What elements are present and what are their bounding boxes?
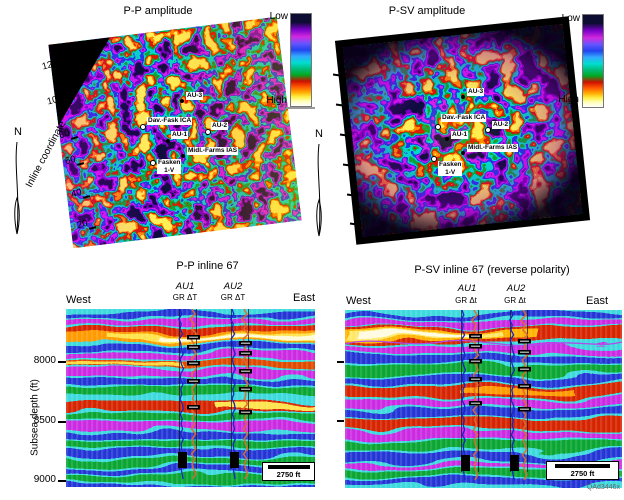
pp-au1-bottom-marker [178,452,187,468]
well-label-au3: AU-3 [186,92,204,100]
psv-edge-tickmark [349,222,358,225]
psv-colorbar-high-label: High [558,94,579,105]
well-label-fasken-line2: 1-V [164,166,175,174]
well-marker-au1 [445,137,449,141]
pp-au1-log-header: GR ΔT [172,293,198,302]
well-label-midlfarms: Midl.-Farms IAS [467,144,519,152]
psv-au2-header: AU2 [506,283,526,294]
psv-amplitude-map [334,16,591,245]
pp-scalebar-label: 2750 ft [276,469,301,479]
pp-au2-well-track [230,309,252,480]
pp-east-label: East [292,292,315,304]
well-label-fasken-line2: 1-V [445,168,456,176]
pp-scalebar: 2750 ft [262,462,315,481]
psv-west-label: West [346,295,371,307]
well-marker-au3 [461,95,465,99]
pp-section-title: P-P inline 67 [176,260,239,272]
psv-north-label: N [315,128,323,140]
pp-au2-header: AU2 [223,281,243,292]
well-marker-au1 [166,139,170,143]
well-marker-au2 [205,129,211,135]
well-label-fasken-line1: Fasken [439,161,462,168]
psv-colorbar [582,14,604,108]
pp-depth-tickmark [58,480,66,482]
psv-section-title: P-SV inline 67 (reverse polarity) [414,264,570,276]
pp-colorbar [290,13,312,107]
pp-au2-log-header: GR ΔT [220,293,246,302]
pp-au1-header: AU1 [175,281,195,292]
pp-colorbar-high-label: High [266,95,287,106]
well-label-au1: AU-1 [451,131,469,139]
psv-colorbar-low-label: Low [561,13,580,24]
pp-depth-tick: 9000 [33,474,56,485]
psv-edge-tickmark [342,163,351,166]
well-marker-midlfarms [181,154,185,158]
well-marker-au3 [180,99,184,103]
pp-depth-tickmark [58,361,66,363]
pp-depth-tick: 8500 [33,415,56,426]
psv-depth-tickmark [337,420,344,422]
psv-au1-bottom-marker [461,455,470,471]
figure-credit: QAd3446x [586,484,620,491]
pp-north-arrow-icon [14,141,20,235]
well-label-davfask: Dav.-Fask ICA [441,114,487,122]
psv-map-title: P-SV amplitude [388,5,466,17]
psv-au2-log-header: GR Δt [504,296,526,305]
psv-north-arrow-icon [316,143,322,237]
well-label-au1: AU-1 [171,131,189,139]
pp-seismic-section [66,309,315,487]
pp-scalebar-rule [267,465,310,469]
well-marker-au2 [485,127,491,133]
psv-au2-well-track [509,310,531,481]
pp-west-label: West [66,294,91,306]
well-marker-midlfarms [461,151,465,155]
well-marker-davfask [140,124,146,130]
psv-map-data-area [342,23,583,238]
psv-scalebar-label: 2750 ft [570,468,595,478]
psv-seismic-section [345,310,622,488]
well-marker-davfask [435,124,441,130]
psv-au1-well-track [460,310,482,481]
well-label-fasken-line1: Fasken [158,159,181,166]
pp-map-title: P-P amplitude [123,5,193,17]
psv-au1-log-header: GR Δt [455,296,477,305]
psv-scalebar-rule [555,464,610,468]
psv-depth-tickmark [337,361,344,363]
pp-depth-tick: 8000 [33,355,56,366]
pp-colorbar-low-label: Low [269,11,288,22]
psv-au1-header: AU1 [457,283,477,294]
psv-au2-bottom-marker [510,455,519,471]
pp-north-label: N [14,126,22,138]
psv-edge-tickmark [339,133,348,136]
pp-au2-bottom-marker [230,452,239,468]
well-label-au3: AU-3 [467,88,485,96]
psv-scalebar: 2750 ft [546,461,619,480]
psv-east-label: East [585,295,608,307]
well-label-davfask: Dav.-Fask ICA [147,117,193,125]
psv-edge-tickmark [332,73,341,76]
well-label-au2: AU-2 [211,122,229,130]
well-label-midlfarms: Midl.-Farms IAS [187,147,239,155]
psv-horizon-line [345,339,622,347]
pp-au1-well-track [178,309,200,480]
well-label-au2: AU-2 [492,121,510,129]
pp-depth-tickmark [58,421,66,423]
well-label-fasken: Fasken 1-V [438,161,463,176]
psv-edge-tickmark [346,193,355,196]
psv-edge-tickmark [335,103,344,106]
pp-colorbar-baseline [287,107,315,109]
well-marker-fasken [150,160,156,166]
psv-trace-texture [345,310,622,488]
well-marker-fasken [431,156,437,162]
well-label-fasken: Fasken 1-V [157,159,182,174]
